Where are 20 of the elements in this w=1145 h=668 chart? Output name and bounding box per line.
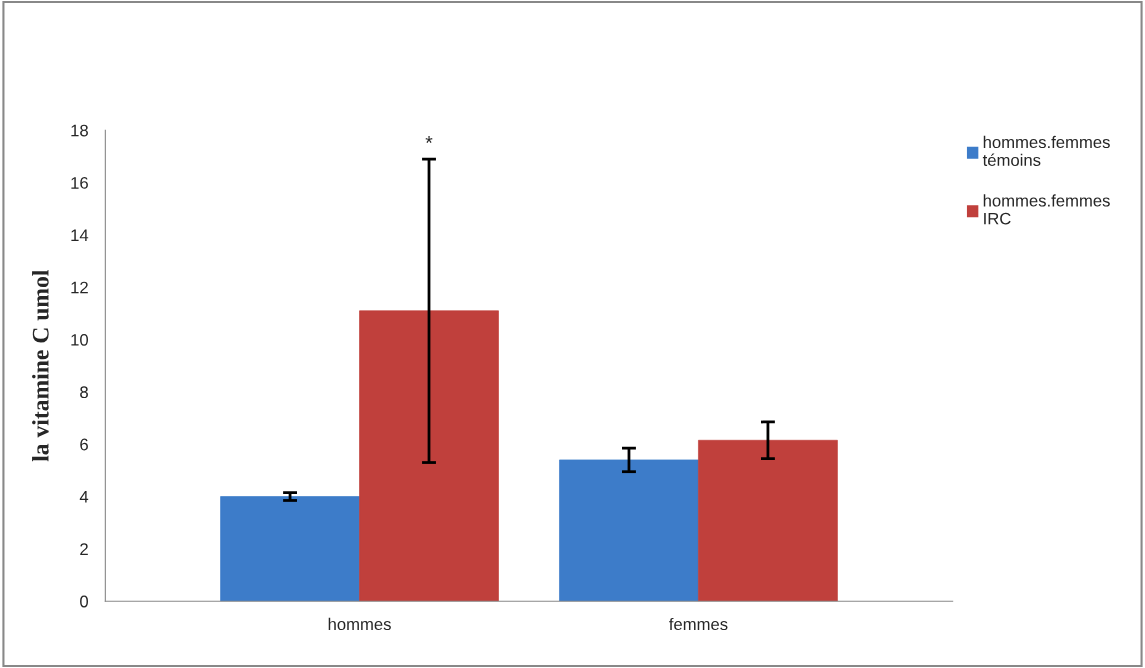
y-tick-label: 18 — [71, 124, 88, 137]
legend-label: hommes.femmes IRC — [983, 194, 1110, 225]
y-tick-label: 8 — [80, 386, 88, 399]
y-tick-label: 0 — [80, 595, 89, 608]
annotation: * — [425, 136, 433, 143]
y-axis-title: la vitamine C umol — [32, 270, 49, 462]
y-tick-label: 16 — [71, 176, 88, 189]
y-tick-label: 4 — [79, 491, 89, 503]
y-tick-label: 2 — [80, 543, 88, 555]
y-tick-label: 12 — [71, 281, 88, 294]
x-tick-label: femmes — [669, 617, 728, 631]
x-tick-label: hommes — [328, 617, 391, 631]
y-tick-label: 10 — [71, 333, 89, 346]
bar — [698, 439, 838, 602]
bar — [359, 310, 499, 602]
y-tick-label: 14 — [71, 229, 89, 241]
legend-label: hommes.femmes témoins — [982, 135, 1110, 167]
bar — [220, 496, 360, 602]
y-tick-label: 6 — [80, 438, 88, 451]
bar — [559, 459, 699, 602]
